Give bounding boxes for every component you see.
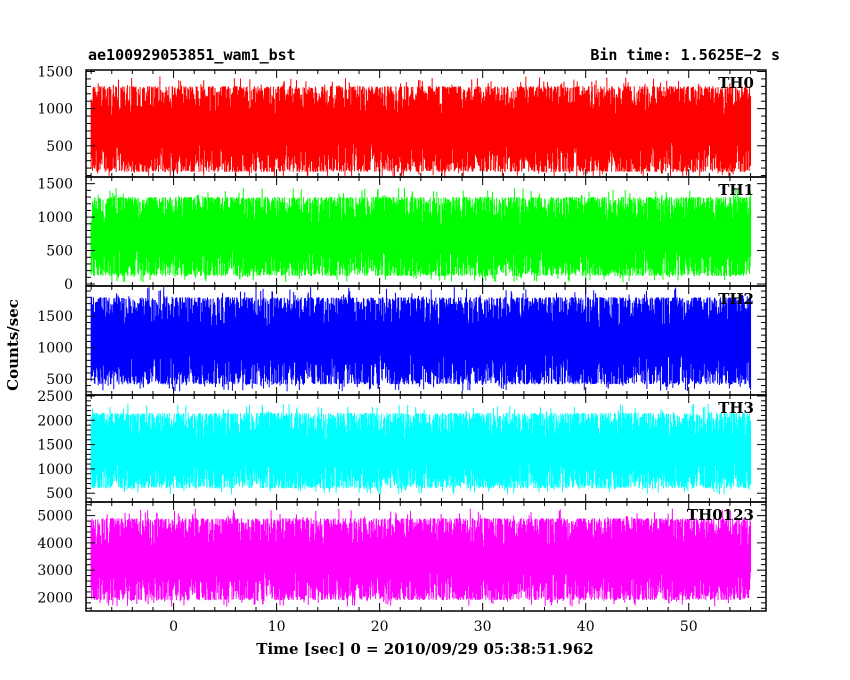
- series-th0123: [90, 508, 752, 607]
- y-tick-label: 500: [46, 244, 73, 260]
- panel-th3: 500 1000 1500 2000 2500 TH3: [37, 389, 767, 503]
- y-tick-label: 1000: [37, 210, 73, 226]
- y-tick-label: 500: [46, 139, 73, 155]
- y-tick-label: 500: [46, 486, 73, 502]
- y-tick-label: 0: [64, 277, 73, 293]
- y-axis-label: Counts/sec: [4, 299, 22, 391]
- series-th0: [90, 76, 752, 176]
- panel-label: TH2: [718, 290, 754, 308]
- x-tick-label: 10: [268, 619, 286, 635]
- y-tick-label: 1500: [37, 438, 73, 454]
- panel-th2: 500 1000 1500 TH2: [37, 285, 767, 396]
- panel-label: TH1: [718, 181, 754, 199]
- y-tick-label: 2500: [37, 389, 73, 405]
- y-tick-label: 1500: [37, 309, 73, 325]
- x-tick-label: 30: [474, 619, 492, 635]
- y-tick-label: 4000: [37, 536, 73, 552]
- y-tick-label: 1000: [37, 341, 73, 357]
- y-tick-label: 500: [46, 372, 73, 388]
- x-tick-label: 40: [577, 619, 595, 635]
- panel-label: TH3: [718, 399, 754, 417]
- y-tick-label: 2000: [37, 590, 73, 606]
- y-tick-label: 1500: [37, 64, 73, 80]
- panels-group: 500 1000 1500 TH0 0 500 1000 1500 TH1 500 1000 1500…: [37, 64, 767, 612]
- panel-th1: 0 500 1000 1500 TH1: [37, 176, 767, 293]
- y-tick-label: 2000: [37, 413, 73, 429]
- y-tick-label: 3000: [37, 563, 73, 579]
- y-tick-label: 1500: [37, 177, 73, 193]
- panel-label: TH0123: [687, 506, 754, 524]
- panel-th0: 500 1000 1500 TH0: [37, 64, 767, 178]
- panel-th0123: 2000 3000 4000 5000 TH0123: [37, 501, 767, 612]
- x-tick-label: 0: [169, 619, 178, 635]
- y-tick-label: 1000: [37, 462, 73, 478]
- x-tick-label: 50: [680, 619, 698, 635]
- chart-title: ae100929053851_wam1_bst: [88, 46, 296, 64]
- x-tick-label: 20: [371, 619, 389, 635]
- y-tick-label: 1000: [37, 102, 73, 118]
- series-th1: [90, 187, 752, 283]
- series-th2: [90, 287, 752, 392]
- x-axis-label: Time [sec] 0 = 2010/09/29 05:38:51.962: [256, 640, 593, 658]
- x-axis: 0 10 20 30 40 50: [169, 619, 698, 635]
- panel-frame: [85, 501, 767, 612]
- chart-subtitle: Bin time: 1.5625E−2 s: [590, 46, 780, 64]
- panel-label: TH0: [718, 74, 754, 92]
- y-tick-label: 5000: [37, 509, 73, 525]
- series-th3: [90, 404, 752, 495]
